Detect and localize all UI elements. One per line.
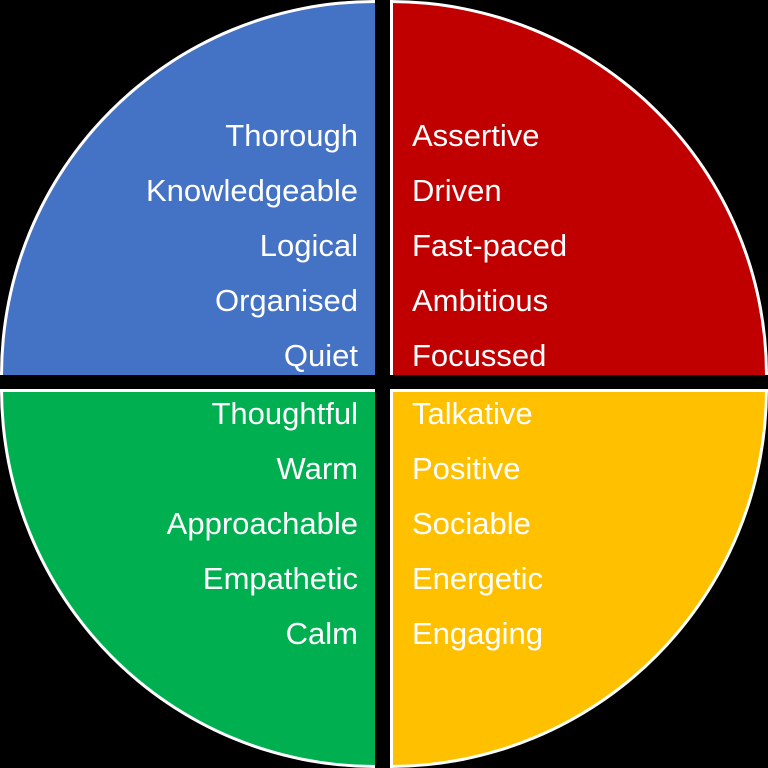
trait-label: Calm: [285, 616, 358, 651]
trait-label: Assertive: [412, 118, 540, 153]
trait-list-bottom-left: Thoughtful Warm Approachable Empathetic …: [167, 386, 358, 661]
trait-label: Empathetic: [202, 561, 358, 596]
trait-label: Organised: [214, 283, 358, 318]
trait-list-bottom-right: Talkative Positive Sociable Energetic En…: [412, 386, 543, 661]
quadrant-bottom-left-green: Thoughtful Warm Approachable Empathetic …: [0, 389, 375, 768]
quadrant-top-left-blue: Thorough Knowledgeable Logical Organised…: [0, 0, 375, 375]
trait-label: Ambitious: [412, 283, 549, 318]
trait-label: Logical: [259, 228, 358, 263]
trait-label: Quiet: [283, 338, 358, 373]
trait-label: Warm: [276, 451, 359, 486]
trait-label: Fast-paced: [412, 228, 568, 263]
trait-label: Engaging: [412, 616, 544, 651]
trait-label: Approachable: [166, 506, 358, 541]
trait-label: Talkative: [412, 396, 533, 431]
trait-label: Thoughtful: [211, 396, 359, 431]
trait-label: Focussed: [412, 338, 547, 373]
trait-label: Energetic: [412, 561, 543, 596]
trait-label: Thorough: [225, 118, 358, 153]
trait-label: Driven: [412, 173, 502, 208]
trait-label: Sociable: [412, 506, 531, 541]
trait-label: Knowledgeable: [145, 173, 358, 208]
quadrant-top-right-red: Assertive Driven Fast-paced Ambitious Fo…: [390, 0, 768, 375]
quadrant-bottom-right-gold: Talkative Positive Sociable Energetic En…: [390, 389, 768, 768]
trait-list-top-right: Assertive Driven Fast-paced Ambitious Fo…: [412, 108, 567, 383]
trait-list-top-left: Thorough Knowledgeable Logical Organised…: [146, 108, 358, 383]
trait-label: Positive: [412, 451, 521, 486]
